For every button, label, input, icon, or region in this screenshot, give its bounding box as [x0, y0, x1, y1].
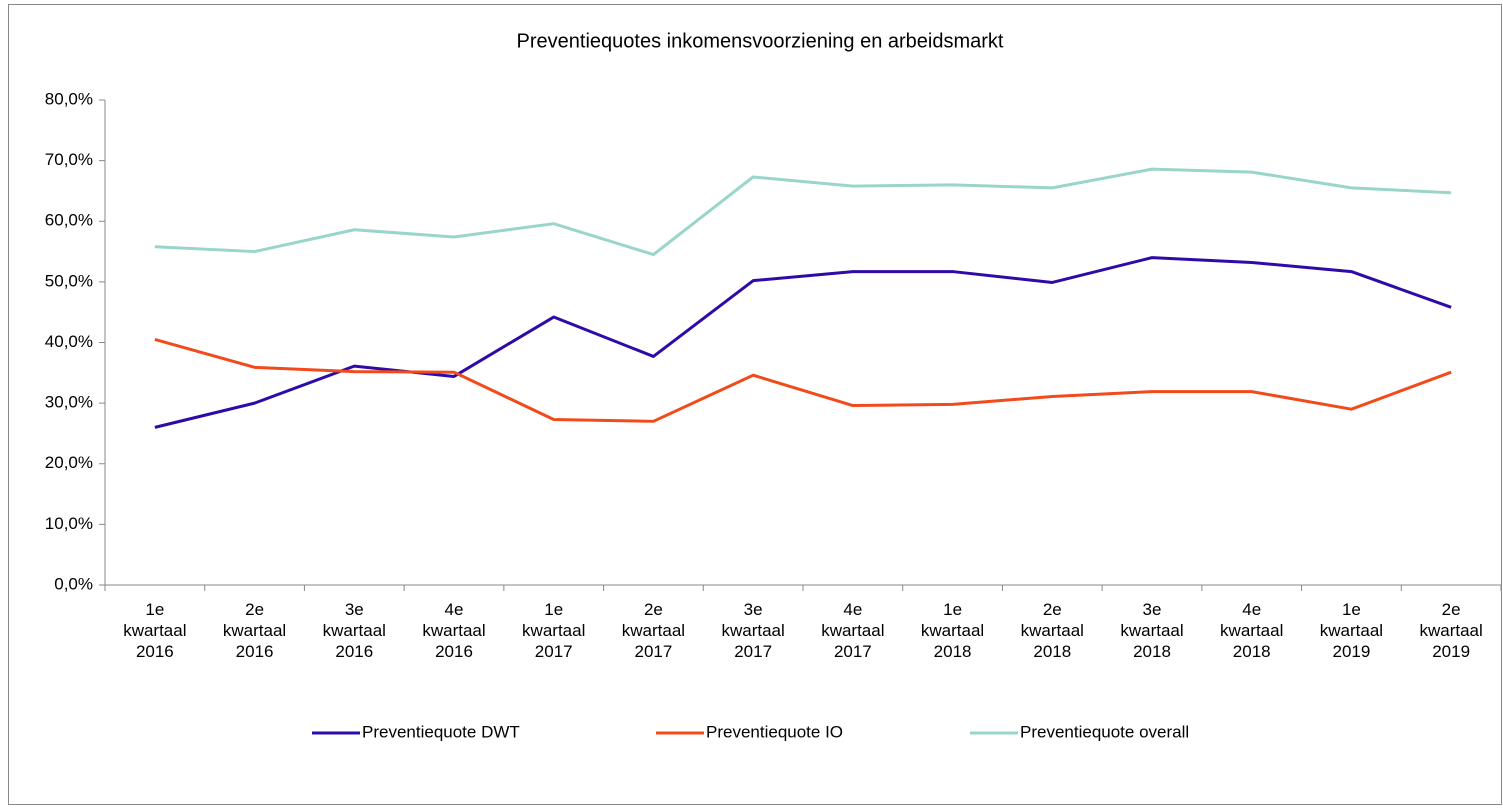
y-tick-label: 70,0%: [45, 150, 93, 169]
y-tick-label: 10,0%: [45, 514, 93, 533]
y-tick-label: 0,0%: [54, 574, 93, 593]
line: [154, 338, 1452, 423]
x-tick-label: 1e kwartaal 2018: [921, 600, 984, 661]
chart-title: Preventiequotes inkomensvoorziening en a…: [517, 30, 1004, 52]
x-tick-label: 2e kwartaal 2018: [1021, 600, 1084, 661]
legend-label: Preventiequote IO: [706, 722, 843, 741]
y-tick-label: 80,0%: [45, 89, 93, 108]
y-tick-label: 50,0%: [45, 271, 93, 290]
x-tick-label: 3e kwartaal 2016: [323, 600, 386, 661]
x-tick-label: 1e kwartaal 2019: [1320, 600, 1383, 661]
chart-border: [8, 4, 1502, 805]
x-tick-label: 3e kwartaal 2017: [721, 600, 784, 661]
x-tick-label: 3e kwartaal 2018: [1120, 600, 1183, 661]
x-tick-label: 1e kwartaal 2016: [123, 600, 186, 661]
legend-label: Preventiequote overall: [1020, 722, 1189, 741]
x-tick-label: 2e kwartaal 2016: [223, 600, 286, 661]
x-tick-label: 4e kwartaal 2018: [1220, 600, 1283, 661]
x-tick-label: 2e kwartaal 2019: [1419, 600, 1482, 661]
y-tick-label: 30,0%: [45, 393, 93, 412]
legend-label: Preventiequote DWT: [362, 722, 520, 741]
line: [154, 256, 1452, 429]
y-tick-label: 40,0%: [45, 332, 93, 351]
x-tick-label: 4e kwartaal 2017: [821, 600, 884, 661]
x-tick-label: 1e kwartaal 2017: [522, 600, 585, 661]
line: [154, 167, 1452, 257]
y-tick-label: 20,0%: [45, 453, 93, 472]
x-tick-label: 2e kwartaal 2017: [622, 600, 685, 661]
x-tick-label: 4e kwartaal 2016: [422, 600, 485, 661]
y-tick-label: 60,0%: [45, 211, 93, 230]
